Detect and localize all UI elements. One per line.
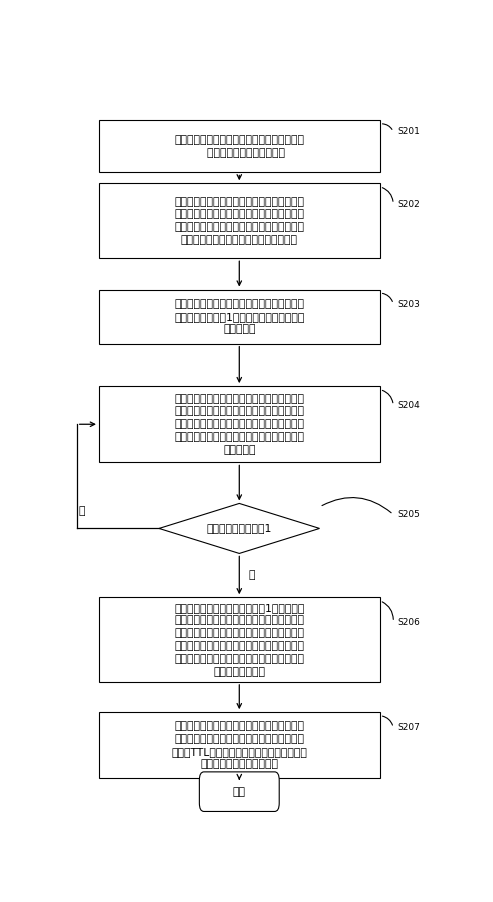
Text: 否: 否: [78, 506, 85, 516]
Text: S207: S207: [398, 723, 421, 732]
Text: S205: S205: [398, 510, 421, 519]
FancyBboxPatch shape: [99, 120, 380, 172]
Polygon shape: [159, 503, 319, 554]
Text: 有节点的报文副本为1: 有节点的报文副本为1: [207, 523, 272, 533]
FancyBboxPatch shape: [99, 290, 380, 344]
Text: 结束: 结束: [233, 787, 246, 796]
FancyBboxPatch shape: [99, 183, 380, 258]
Text: S201: S201: [398, 127, 421, 136]
FancyBboxPatch shape: [99, 386, 380, 463]
FancyBboxPatch shape: [99, 597, 380, 682]
Text: S202: S202: [398, 199, 421, 208]
Text: 进入等待阶段，将报文副本数为1的节点标记
为当前节点；若当前节点在该等待阶段遇到中
继节点，则根据判断规则判断是否将当前节点
自身携带的报文副本转发给中继节点；: 进入等待阶段，将报文副本数为1的节点标记 为当前节点；若当前节点在该等待阶段遇到…: [174, 603, 305, 676]
Text: 获取容滞网络中进入到对方节点通信范围，且
携带报文数目大于1的节点对，进入节点对的
待散发状态: 获取容滞网络中进入到对方节点通信范围，且 携带报文数目大于1的节点对，进入节点对…: [174, 299, 305, 335]
Text: 将容滞网络应用场景映射在地图上，将地图划
    分区域，并对区域进行编号: 将容滞网络应用场景映射在地图上，将地图划 分区域，并对区域进行编号: [175, 135, 304, 158]
Text: S203: S203: [398, 299, 421, 308]
Text: S204: S204: [398, 401, 421, 410]
Text: 设置初始化时间，计算并记录容滞网络的各节
点在初始化时间内对各区域的访问频率，根据
访问频率确定容滞网络的各节点对各区域的权
重值；容滞网络的各节点随机产生数据: 设置初始化时间，计算并记录容滞网络的各节 点在初始化时间内对各区域的访问频率，根…: [175, 197, 304, 245]
FancyBboxPatch shape: [99, 713, 380, 778]
Text: 获取当前节点的报文实际生存时间，若该当前
节点的报文实际生存时间大于设置的报文生存
时间（TTL），则将报文丢弃，该报文则递交
失败；否则，报文递交成功: 获取当前节点的报文实际生存时间，若该当前 节点的报文实际生存时间大于设置的报文生…: [172, 721, 307, 769]
Text: S206: S206: [398, 618, 421, 627]
Text: 是: 是: [248, 570, 255, 580]
Text: 进入该节点对的散发阶段：对于该节点对包括
的两个节点，比较两个节点的全部区域的权重
值向量表，利用余弦相似性比较所述两个节点
的偏好相似性，并基于该偏好相似性转: 进入该节点对的散发阶段：对于该节点对包括 的两个节点，比较两个节点的全部区域的权…: [175, 393, 304, 455]
FancyBboxPatch shape: [199, 772, 279, 812]
